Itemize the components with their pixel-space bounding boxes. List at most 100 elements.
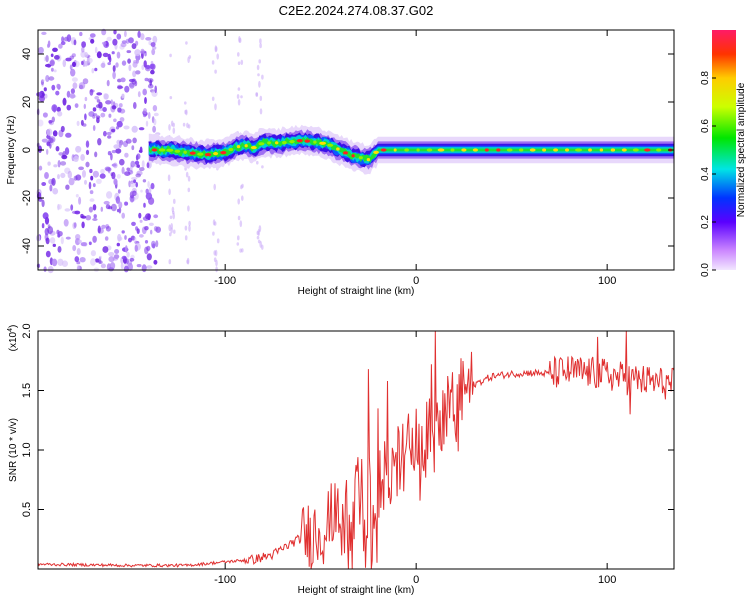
spectrogram-x-tick-label: -100 <box>214 275 236 287</box>
noise-blob <box>97 138 102 146</box>
noise-streak <box>240 95 243 99</box>
noise-blob <box>124 171 131 177</box>
noise-blob <box>155 240 159 248</box>
noise-blob <box>72 222 77 230</box>
noise-blob <box>57 174 60 180</box>
noise-blob <box>133 236 137 244</box>
noise-blob <box>142 88 147 96</box>
noise-blob <box>53 105 56 113</box>
noise-blob <box>56 106 61 113</box>
noise-blob <box>152 46 157 50</box>
noise-blob <box>106 191 113 199</box>
noise-blob <box>110 99 114 105</box>
noise-blob <box>96 117 100 124</box>
noise-blob <box>146 162 150 169</box>
snr-y-tick-label: 1.5 <box>21 383 33 398</box>
ridge-hotspot <box>461 148 467 152</box>
noise-blob <box>124 235 127 240</box>
noise-blob <box>143 60 147 68</box>
noise-blob <box>96 99 101 103</box>
noise-blob <box>117 84 123 90</box>
noise-blob <box>84 52 89 58</box>
spectrogram-y-tick-label: 0 <box>21 147 33 153</box>
noise-blob <box>144 240 149 244</box>
noise-streak <box>213 257 217 263</box>
noise-streak <box>256 235 260 240</box>
colorbar-label: Normalized spectral amplitude <box>736 82 747 217</box>
noise-streak <box>215 46 218 52</box>
ridge-hotspot <box>204 153 212 157</box>
noise-blob <box>58 43 63 49</box>
noise-blob <box>88 241 92 246</box>
noise-blob <box>69 64 73 70</box>
noise-blob <box>127 262 133 271</box>
noise-blob <box>76 264 80 271</box>
noise-blob <box>85 161 90 168</box>
noise-blob <box>63 219 69 227</box>
ridge-hotspot <box>366 158 371 162</box>
noise-blob <box>89 168 93 174</box>
noise-streak <box>172 212 175 220</box>
ridge-hotspot <box>380 148 387 152</box>
ridge-band-5 <box>148 137 675 163</box>
ridge-hotspot <box>373 150 379 154</box>
noise-streak <box>258 80 261 88</box>
noise-streak <box>259 95 263 102</box>
noise-blob <box>76 248 81 255</box>
noise-blob <box>78 82 86 90</box>
noise-blob <box>88 206 93 213</box>
ridge-hotspot <box>496 148 501 152</box>
noise-blob <box>136 170 143 176</box>
noise-blob <box>49 184 53 192</box>
noise-blob <box>40 79 44 86</box>
spectrogram-y-tick-label: 20 <box>21 96 33 108</box>
noise-blob <box>45 250 51 258</box>
spectrogram-y-tick-label: -40 <box>21 238 33 254</box>
ridge-hotspot <box>632 148 639 152</box>
noise-blob <box>111 105 117 110</box>
noise-blob <box>151 240 156 249</box>
colorbar-gradient <box>712 30 736 270</box>
noise-blob <box>64 208 71 212</box>
noise-blob <box>102 52 109 58</box>
noise-streak <box>211 60 215 65</box>
noise-blob <box>133 102 137 109</box>
snr-x-label: Height of straight line (km) <box>298 585 415 596</box>
noise-blob <box>145 65 151 70</box>
noise-blob <box>151 48 156 56</box>
noise-blob <box>106 79 110 87</box>
noise-blob <box>113 162 118 169</box>
noise-blob <box>100 263 106 269</box>
colorbar-tick-label: 0.0 <box>700 263 711 277</box>
noise-streak <box>237 61 241 65</box>
noise-blob <box>144 226 149 231</box>
noise-blob <box>107 135 112 139</box>
noise-blob <box>75 234 81 240</box>
ridge-hotspot <box>189 151 196 155</box>
colorbar-tick-label: 0.4 <box>700 167 711 181</box>
ridge-hotspot <box>213 152 219 156</box>
noise-blob <box>106 131 112 136</box>
noise-streak <box>259 38 262 44</box>
noise-blob <box>43 87 47 92</box>
noise-blob <box>64 167 71 174</box>
noise-blob <box>81 221 85 229</box>
noise-blob <box>92 235 97 243</box>
noise-blob <box>139 219 143 223</box>
noise-streak <box>169 215 173 220</box>
noise-blob <box>66 104 72 111</box>
noise-blob <box>147 83 154 89</box>
noise-blob <box>152 35 158 44</box>
ridge-hotspot <box>565 148 569 152</box>
noise-blob <box>146 253 152 261</box>
noise-streak <box>173 198 176 204</box>
snr-panel: -100 0 100 0.5 1.0 1.5 2.0 Height of straight … <box>7 323 675 596</box>
noise-blob <box>65 132 72 138</box>
noise-blob <box>81 41 86 48</box>
noise-blob <box>108 267 115 272</box>
noise-blob <box>100 168 105 175</box>
noise-blob <box>67 170 73 179</box>
noise-blob <box>108 113 112 118</box>
noise-blob <box>148 186 152 194</box>
noise-blob <box>105 100 112 105</box>
